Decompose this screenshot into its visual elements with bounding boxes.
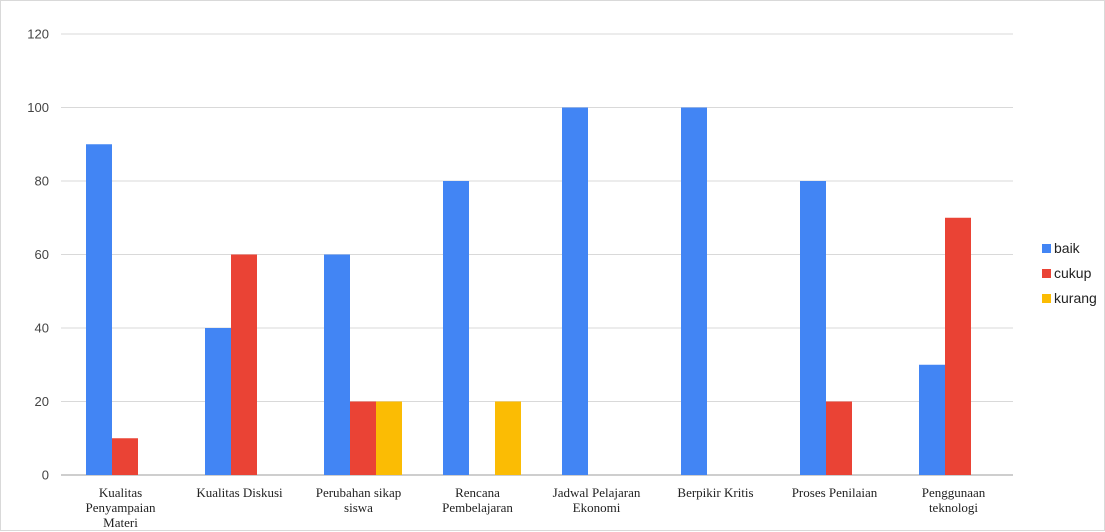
legend-label-baik: baik: [1054, 240, 1081, 256]
x-tick-label-line: Rencana: [455, 485, 500, 500]
legend-label-cukup: cukup: [1054, 265, 1092, 281]
bar-baik-2: [324, 254, 350, 475]
bars: [86, 107, 971, 475]
x-tick-label-line: Ekonomi: [573, 500, 621, 515]
bar-cukup-1: [231, 254, 257, 475]
y-tick-label: 60: [35, 247, 49, 262]
x-tick-label: Kualitas Penyampaian Materi: [85, 485, 156, 530]
x-tick-label: Rencana Pembelajaran: [442, 485, 513, 515]
x-tick-label: Proses Penilaian: [792, 485, 878, 500]
x-tick-label-line: Kualitas Diskusi: [196, 485, 283, 500]
x-tick-label: Kualitas Diskusi: [196, 485, 283, 500]
x-tick-label: Perubahan sikap siswa: [316, 485, 402, 515]
legend-swatch-baik: [1042, 244, 1051, 253]
bar-cukup-0: [112, 438, 138, 475]
y-tick-label: 20: [35, 394, 49, 409]
bar-baik-4: [562, 107, 588, 475]
x-tick-label-line: Pembelajaran: [442, 500, 513, 515]
bar-baik-0: [86, 144, 112, 475]
x-tick-label: Penggunaan teknologi: [922, 485, 986, 515]
x-axis: Kualitas Penyampaian Materi Kualitas Diskus…: [85, 485, 985, 530]
bar-kurang-3: [495, 401, 521, 475]
x-tick-label-line: Jadwal Pelajaran: [553, 485, 641, 500]
bar-baik-1: [205, 328, 231, 475]
y-tick-label: 40: [35, 321, 49, 336]
y-tick-label: 80: [35, 174, 49, 189]
x-tick-label-line: Proses Penilaian: [792, 485, 878, 500]
bar-cukup-6: [826, 401, 852, 475]
x-tick-label-line: siswa: [344, 500, 373, 515]
x-tick-label-line: Materi: [103, 515, 138, 530]
x-tick-label-line: Penggunaan: [922, 485, 986, 500]
x-tick-label-line: Penyampaian: [85, 500, 156, 515]
bar-baik-3: [443, 181, 469, 475]
legend-swatch-cukup: [1042, 269, 1051, 278]
bar-baik-5: [681, 107, 707, 475]
x-tick-label: Berpikir Kritis: [677, 485, 753, 500]
legend-swatch-kurang: [1042, 294, 1051, 303]
x-tick-label: Jadwal Pelajaran Ekonomi: [553, 485, 641, 515]
x-tick-label-line: Kualitas: [99, 485, 142, 500]
x-tick-label-line: Berpikir Kritis: [677, 485, 753, 500]
y-tick-label: 120: [27, 27, 49, 42]
legend-label-kurang: kurang: [1054, 290, 1097, 306]
legend: baik cukup kurang: [1042, 240, 1097, 306]
y-tick-label: 100: [27, 100, 49, 115]
bar-kurang-2: [376, 401, 402, 475]
bar-baik-7: [919, 364, 945, 475]
bar-baik-6: [800, 181, 826, 475]
bar-cukup-7: [945, 217, 971, 475]
x-tick-label-line: teknologi: [929, 500, 978, 515]
gridlines: [61, 33, 1013, 476]
y-axis: 0 20 40 60 80 100 120: [27, 27, 49, 483]
y-tick-label: 0: [42, 468, 49, 483]
x-tick-label-line: Perubahan sikap: [316, 485, 402, 500]
bar-cukup-2: [350, 401, 376, 475]
